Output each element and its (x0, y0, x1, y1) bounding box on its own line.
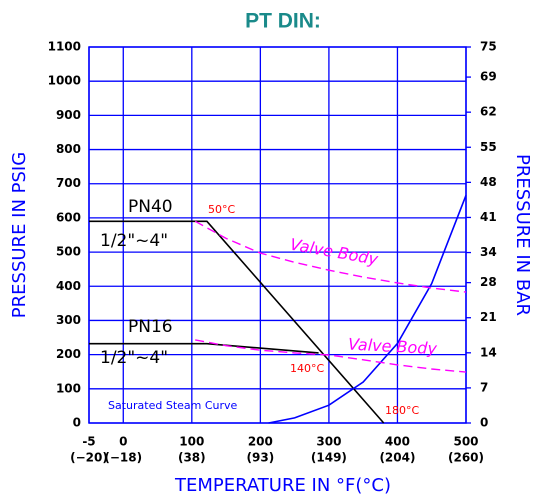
y2-tick-label: 69 (480, 70, 497, 84)
chart-title: PT DIN: (245, 10, 321, 33)
x-tick-label: 400 (385, 435, 410, 449)
annotation: 1/2"~4" (100, 348, 168, 368)
series-line (89, 342, 319, 354)
series-line (194, 220, 467, 293)
x-tick-label-celsius: (−20) (70, 451, 108, 465)
x-tick-label-celsius: (149) (311, 451, 347, 465)
annotation: 180°C (385, 404, 419, 417)
y2-tick-label: 75 (480, 40, 497, 54)
y2-tick-label: 21 (480, 310, 497, 324)
y-tick-label: 1000 (48, 74, 81, 88)
x-tick-label: 200 (248, 435, 273, 449)
y-tick-label: 800 (56, 142, 81, 156)
x-axis-label: TEMPERATURE IN °F(°C) (174, 475, 391, 496)
series-line (195, 339, 467, 373)
y2-tick-label: 55 (480, 140, 497, 154)
y-tick-label: 500 (56, 245, 81, 259)
y-tick-label: 0 (73, 416, 81, 430)
annotation: Saturated Steam Curve (108, 399, 238, 412)
x-tick-label: 500 (453, 435, 478, 449)
y-tick-label: 100 (56, 381, 81, 395)
x-tick-label: 100 (179, 435, 204, 449)
y2-tick-label: 0 (480, 416, 488, 430)
y2-tick-label: 34 (480, 245, 497, 259)
y-tick-label: 400 (56, 279, 81, 293)
x-tick-label: 300 (316, 435, 341, 449)
x-tick-label-celsius: (38) (178, 451, 206, 465)
x-tick-label-celsius: (204) (379, 451, 415, 465)
annotation: Valve Body (348, 335, 438, 359)
y-tick-label: 200 (56, 347, 81, 361)
x-tick-label-celsius: (93) (247, 451, 275, 465)
y2-tick-label: 41 (480, 210, 497, 224)
x-tick-label-celsius: (260) (448, 451, 484, 465)
y2-tick-label: 14 (480, 345, 497, 359)
y-tick-label: 300 (56, 313, 81, 327)
y-axis-label: PRESSURE IN PSIG (9, 152, 30, 318)
y2-tick-label: 48 (480, 175, 497, 189)
x-tick-label: 0 (119, 435, 127, 449)
y-tick-label: 600 (56, 210, 81, 224)
annotation: PN40 (128, 197, 173, 217)
y2-axis-label: PRESSURE IN BAR (512, 154, 533, 316)
series-line (89, 220, 385, 424)
plot-frame (88, 46, 467, 424)
y-tick-label: 900 (56, 108, 81, 122)
annotation: 1/2"~4" (100, 231, 168, 251)
annotation: 50°C (208, 203, 235, 216)
x-tick-label: -5 (82, 435, 95, 449)
series-line (268, 195, 467, 424)
y-tick-label: 1100 (48, 40, 81, 54)
annotation: 140°C (290, 362, 324, 375)
y2-tick-label: 28 (480, 275, 497, 289)
x-tick-label-celsius: (−18) (104, 451, 142, 465)
y-tick-label: 700 (56, 176, 81, 190)
y2-tick-label: 7 (480, 380, 488, 394)
annotation: PN16 (128, 317, 173, 337)
y2-tick-label: 62 (480, 105, 497, 119)
